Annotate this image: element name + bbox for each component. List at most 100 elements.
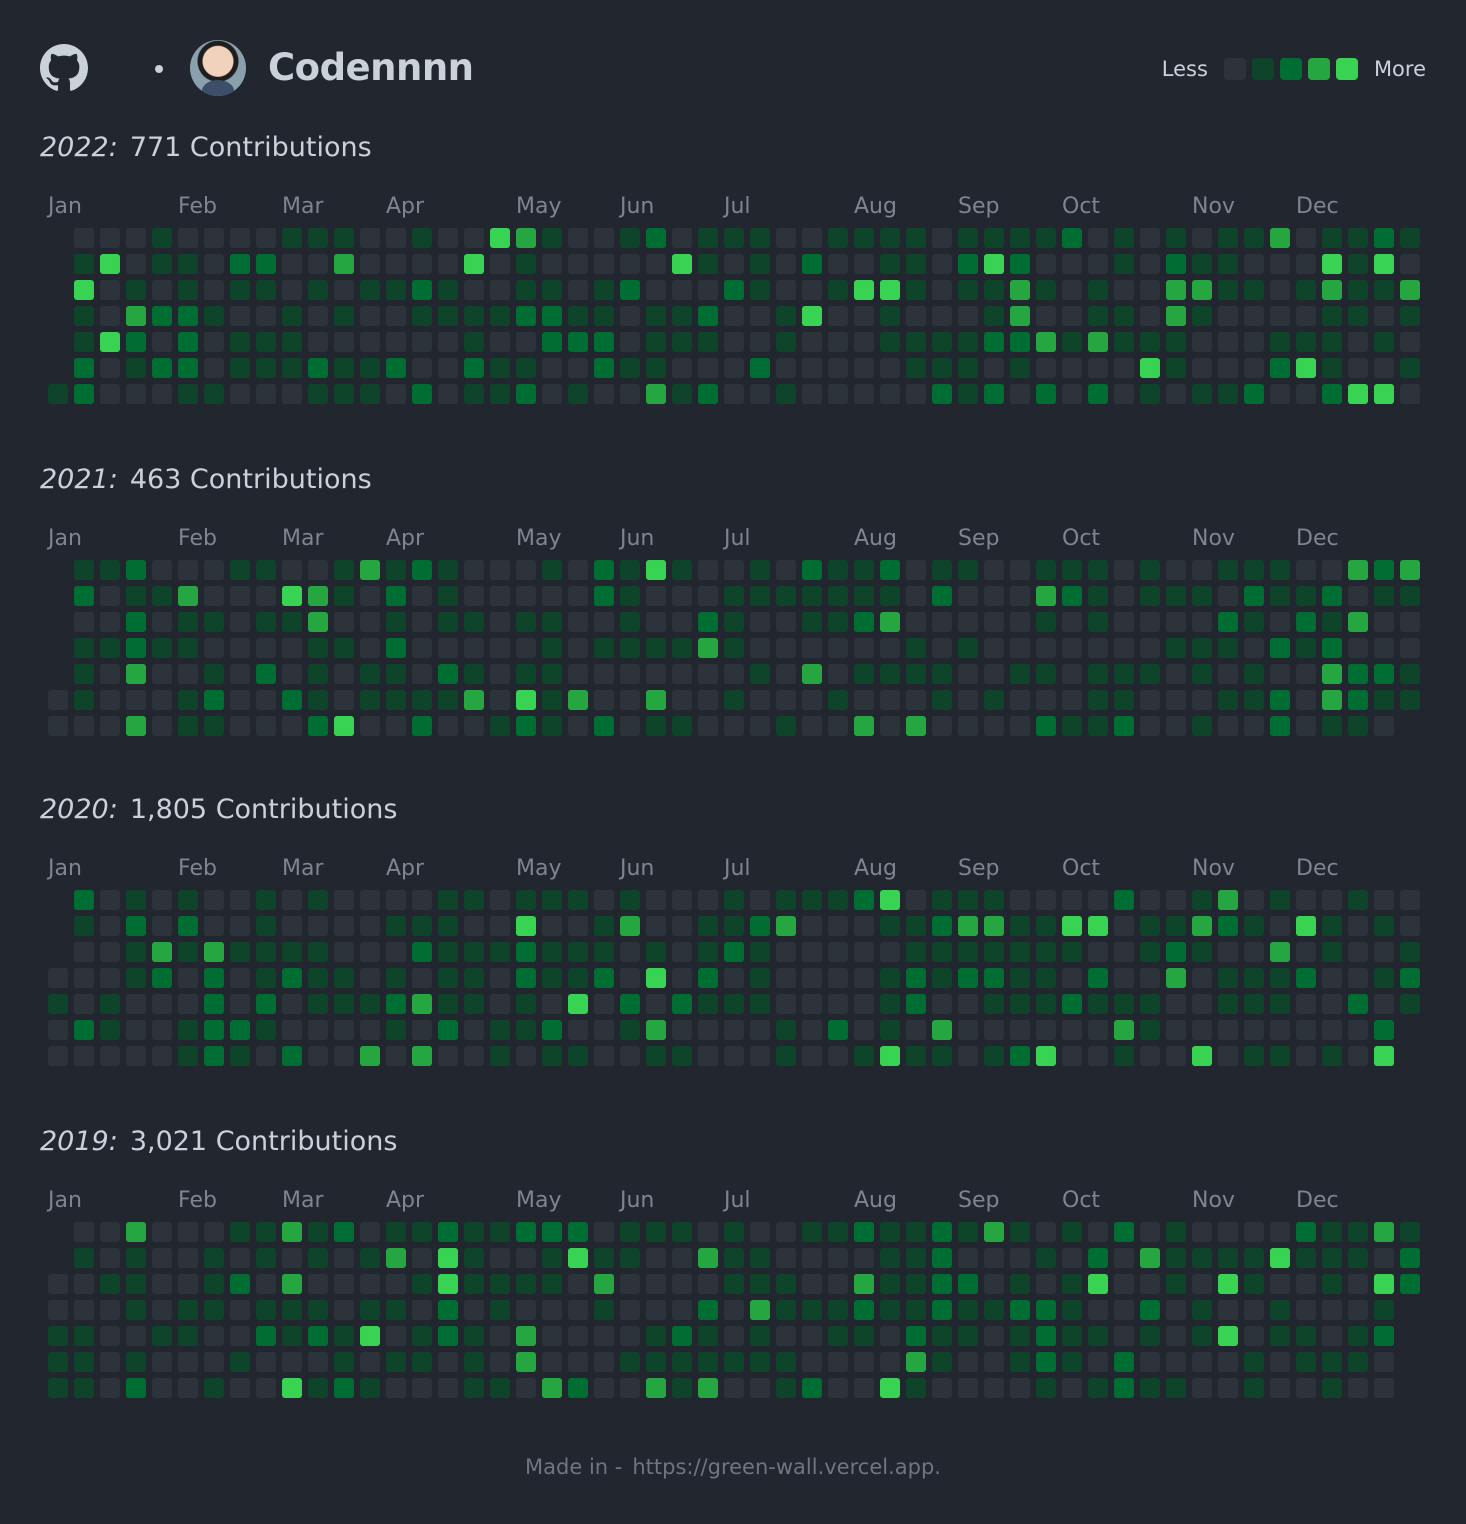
- day-cell[interactable]: [1036, 306, 1056, 326]
- day-cell[interactable]: [334, 664, 354, 684]
- day-cell[interactable]: [230, 1248, 250, 1268]
- day-cell[interactable]: [984, 1020, 1004, 1040]
- day-cell[interactable]: [1322, 690, 1342, 710]
- day-cell[interactable]: [724, 280, 744, 300]
- day-cell[interactable]: [594, 968, 614, 988]
- day-cell[interactable]: [438, 586, 458, 606]
- day-cell[interactable]: [984, 1352, 1004, 1372]
- day-cell[interactable]: [1010, 1248, 1030, 1268]
- day-cell[interactable]: [672, 1300, 692, 1320]
- day-cell[interactable]: [256, 586, 276, 606]
- day-cell[interactable]: [1322, 1326, 1342, 1346]
- day-cell[interactable]: [308, 664, 328, 684]
- day-cell[interactable]: [724, 1222, 744, 1242]
- day-cell[interactable]: [412, 968, 432, 988]
- day-cell[interactable]: [1244, 890, 1264, 910]
- day-cell[interactable]: [282, 254, 302, 274]
- day-cell[interactable]: [932, 358, 952, 378]
- day-cell[interactable]: [1140, 1352, 1160, 1372]
- day-cell[interactable]: [828, 358, 848, 378]
- day-cell[interactable]: [464, 280, 484, 300]
- day-cell[interactable]: [230, 1020, 250, 1040]
- day-cell[interactable]: [1400, 994, 1420, 1014]
- day-cell[interactable]: [568, 254, 588, 274]
- day-cell[interactable]: [282, 612, 302, 632]
- day-cell[interactable]: [126, 560, 146, 580]
- day-cell[interactable]: [230, 384, 250, 404]
- day-cell[interactable]: [646, 638, 666, 658]
- day-cell[interactable]: [1088, 384, 1108, 404]
- day-cell[interactable]: [152, 890, 172, 910]
- day-cell[interactable]: [204, 560, 224, 580]
- day-cell[interactable]: [126, 1300, 146, 1320]
- day-cell[interactable]: [594, 916, 614, 936]
- day-cell[interactable]: [672, 1352, 692, 1372]
- day-cell[interactable]: [984, 1274, 1004, 1294]
- day-cell[interactable]: [282, 716, 302, 736]
- day-cell[interactable]: [1244, 1378, 1264, 1398]
- day-cell[interactable]: [880, 1352, 900, 1372]
- day-cell[interactable]: [594, 664, 614, 684]
- day-cell[interactable]: [698, 384, 718, 404]
- day-cell[interactable]: [880, 1274, 900, 1294]
- day-cell[interactable]: [1374, 1222, 1394, 1242]
- day-cell[interactable]: [256, 1248, 276, 1268]
- day-cell[interactable]: [776, 638, 796, 658]
- day-cell[interactable]: [724, 942, 744, 962]
- day-cell[interactable]: [932, 994, 952, 1014]
- day-cell[interactable]: [880, 968, 900, 988]
- day-cell[interactable]: [932, 1300, 952, 1320]
- day-cell[interactable]: [256, 332, 276, 352]
- day-cell[interactable]: [542, 560, 562, 580]
- day-cell[interactable]: [1010, 968, 1030, 988]
- day-cell[interactable]: [620, 1352, 640, 1372]
- day-cell[interactable]: [412, 306, 432, 326]
- day-cell[interactable]: [724, 228, 744, 248]
- day-cell[interactable]: [74, 332, 94, 352]
- day-cell[interactable]: [126, 280, 146, 300]
- day-cell[interactable]: [1140, 942, 1160, 962]
- day-cell[interactable]: [386, 332, 406, 352]
- day-cell[interactable]: [1348, 1352, 1368, 1372]
- day-cell[interactable]: [542, 638, 562, 658]
- day-cell[interactable]: [1270, 1248, 1290, 1268]
- day-cell[interactable]: [1400, 384, 1420, 404]
- day-cell[interactable]: [776, 1300, 796, 1320]
- day-cell[interactable]: [828, 1274, 848, 1294]
- day-cell[interactable]: [360, 968, 380, 988]
- day-cell[interactable]: [516, 1020, 536, 1040]
- day-cell[interactable]: [698, 358, 718, 378]
- day-cell[interactable]: [1010, 358, 1030, 378]
- day-cell[interactable]: [1244, 638, 1264, 658]
- day-cell[interactable]: [308, 942, 328, 962]
- day-cell[interactable]: [672, 254, 692, 274]
- day-cell[interactable]: [854, 716, 874, 736]
- day-cell[interactable]: [126, 1274, 146, 1294]
- day-cell[interactable]: [360, 306, 380, 326]
- day-cell[interactable]: [230, 942, 250, 962]
- day-cell[interactable]: [1062, 638, 1082, 658]
- day-cell[interactable]: [126, 384, 146, 404]
- day-cell[interactable]: [386, 612, 406, 632]
- day-cell[interactable]: [542, 358, 562, 378]
- day-cell[interactable]: [750, 306, 770, 326]
- day-cell[interactable]: [1374, 942, 1394, 962]
- day-cell[interactable]: [516, 1378, 536, 1398]
- day-cell[interactable]: [126, 1326, 146, 1346]
- day-cell[interactable]: [438, 612, 458, 632]
- day-cell[interactable]: [646, 890, 666, 910]
- day-cell[interactable]: [750, 358, 770, 378]
- day-cell[interactable]: [672, 228, 692, 248]
- day-cell[interactable]: [828, 994, 848, 1014]
- day-cell[interactable]: [178, 358, 198, 378]
- day-cell[interactable]: [1322, 1046, 1342, 1066]
- day-cell[interactable]: [1270, 1352, 1290, 1372]
- day-cell[interactable]: [750, 1248, 770, 1268]
- day-cell[interactable]: [1036, 1248, 1056, 1268]
- day-cell[interactable]: [204, 890, 224, 910]
- day-cell[interactable]: [1114, 384, 1134, 404]
- day-cell[interactable]: [1374, 1300, 1394, 1320]
- day-cell[interactable]: [672, 716, 692, 736]
- day-cell[interactable]: [1244, 1326, 1264, 1346]
- day-cell[interactable]: [958, 690, 978, 710]
